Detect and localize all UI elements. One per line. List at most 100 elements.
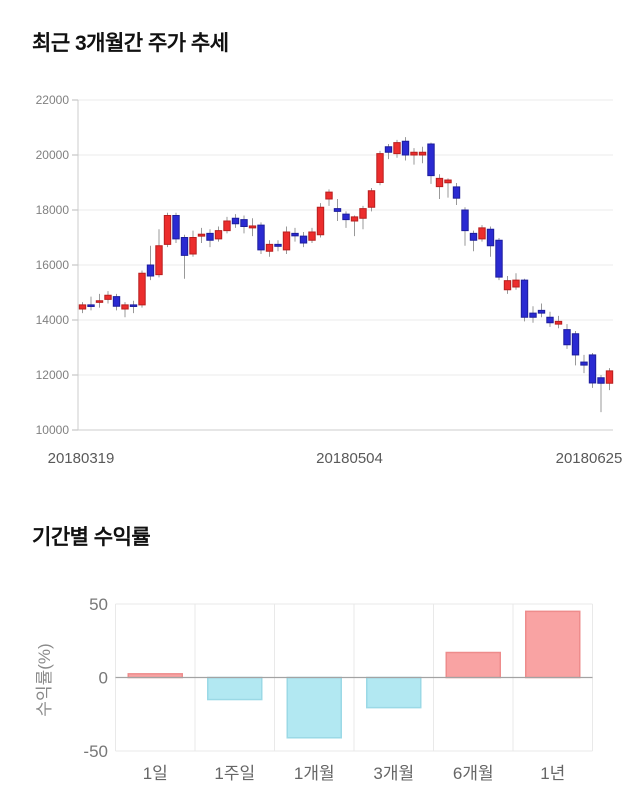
returns-bar — [445, 651, 501, 679]
candle — [469, 230, 478, 252]
candle — [461, 207, 469, 246]
candle-body — [384, 146, 393, 153]
candle-body — [138, 272, 146, 306]
returns-bar — [525, 610, 581, 679]
candle — [554, 315, 563, 329]
candle — [452, 183, 461, 206]
candle-body — [452, 186, 461, 199]
candle-body — [206, 232, 214, 241]
candle-body — [121, 304, 129, 310]
candle-body — [435, 177, 444, 188]
candle-body — [469, 232, 478, 241]
returns-category-label: 1주일 — [214, 764, 255, 783]
candle — [172, 212, 180, 243]
candle — [410, 148, 418, 165]
candle — [401, 137, 410, 161]
candle-body — [214, 230, 223, 240]
candle-body — [180, 237, 189, 256]
candle — [155, 229, 163, 278]
returns-bar-chart: 50 0 -50 수익률(%) 1일 1주일 1개월 3개월 6개월 1년 — [35, 595, 593, 783]
candle — [189, 230, 197, 257]
candle-body — [129, 304, 138, 307]
candle-body — [78, 304, 87, 310]
candle-body — [163, 215, 172, 245]
returns-bar — [207, 676, 263, 701]
candle — [104, 291, 112, 304]
candle-body — [580, 361, 588, 366]
candle-body — [563, 329, 571, 346]
candle-body — [342, 213, 350, 221]
candle — [393, 139, 401, 158]
candle-body — [367, 190, 376, 208]
candle-body — [291, 232, 299, 237]
candle-body — [146, 264, 155, 277]
price-x-date-label: 20180504 — [316, 450, 383, 467]
candle-body — [112, 296, 121, 307]
candle — [486, 226, 495, 257]
candle-body — [605, 370, 614, 384]
candle — [163, 212, 172, 248]
candle — [503, 276, 512, 294]
candle-body — [588, 354, 597, 384]
candle — [78, 302, 87, 314]
candle — [333, 199, 342, 221]
price-x-date-label: 20180319 — [48, 450, 115, 467]
candle-body — [478, 227, 486, 240]
returns-category-label: 6개월 — [453, 764, 494, 783]
candle-body — [240, 219, 248, 227]
returns-category-label: 3개월 — [373, 764, 414, 783]
candle-body — [308, 231, 316, 241]
candle — [478, 225, 486, 242]
candle-body — [444, 179, 452, 184]
candle — [95, 293, 104, 308]
candle — [180, 234, 189, 279]
candle-body — [571, 333, 580, 356]
returns-y-tick-label: -50 — [83, 742, 108, 761]
price-y-tick-label: 18000 — [36, 203, 70, 217]
candle — [257, 222, 265, 254]
candle — [350, 215, 359, 237]
candle-body — [299, 235, 308, 244]
candle — [418, 146, 427, 164]
candle-body — [554, 320, 563, 325]
price-y-tick-label: 20000 — [36, 148, 70, 162]
candle — [274, 240, 282, 252]
candle-body — [410, 151, 418, 156]
candle-body — [265, 243, 274, 252]
candle-body — [87, 304, 95, 307]
candle — [308, 227, 316, 243]
candle — [325, 189, 333, 206]
candle — [316, 203, 325, 238]
candle — [537, 303, 546, 318]
price-y-tick-label: 22000 — [36, 93, 70, 107]
price-candlestick-chart: 22000 20000 18000 16000 14000 12000 10000 20180… — [36, 93, 623, 467]
candle-body — [597, 377, 605, 384]
returns-bar — [286, 676, 342, 739]
price-x-date-label: 20180625 — [556, 450, 623, 467]
candle-body — [274, 243, 282, 247]
candle-body — [393, 142, 401, 155]
candle-body — [197, 233, 206, 237]
candle — [529, 306, 537, 323]
candle — [571, 331, 580, 366]
candle — [197, 227, 206, 243]
candle — [240, 215, 248, 234]
candle — [367, 188, 376, 212]
candle — [299, 232, 308, 248]
candle — [444, 178, 452, 198]
returns-category-label: 1년 — [540, 764, 565, 783]
candle-body — [418, 151, 427, 156]
price-y-tick-label: 10000 — [36, 423, 70, 437]
candle — [121, 302, 129, 318]
candle — [580, 354, 588, 374]
candle-body — [376, 153, 384, 183]
candle — [563, 324, 571, 349]
candle-body — [537, 309, 546, 314]
candle — [384, 144, 393, 160]
candle — [512, 273, 520, 290]
candle-body — [257, 224, 265, 251]
candle — [291, 227, 299, 242]
candle — [206, 229, 214, 248]
candle — [214, 226, 223, 242]
